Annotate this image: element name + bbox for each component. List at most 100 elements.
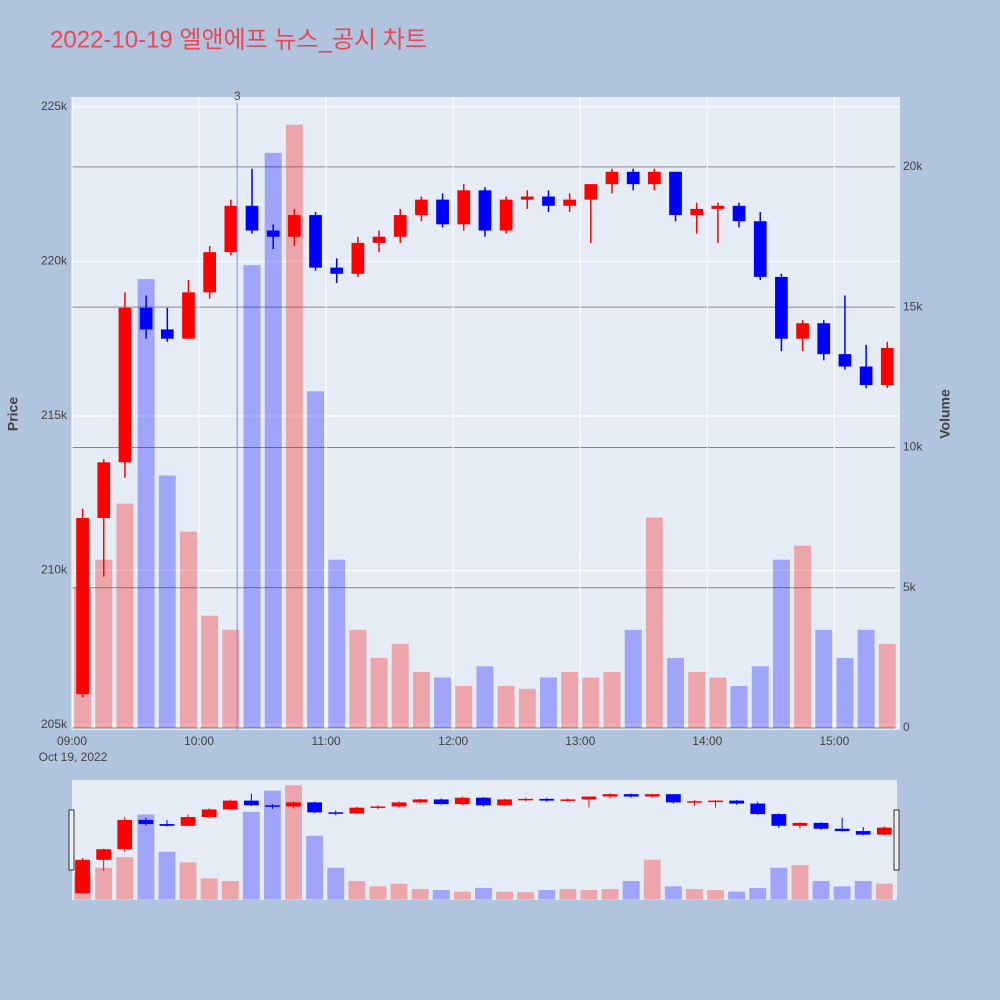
- volume-bar: [603, 671, 621, 729]
- volume-bar: [455, 685, 473, 729]
- volume-bar: [517, 892, 535, 900]
- candle-body: [370, 806, 386, 808]
- candle-body: [457, 190, 471, 225]
- volume-bar: [622, 881, 640, 900]
- volume-bar: [285, 124, 303, 729]
- y2-tick-label: 15k: [903, 299, 923, 313]
- volume-bar: [772, 559, 790, 729]
- candle-body: [838, 354, 852, 367]
- volume-bar: [328, 559, 346, 729]
- x-date-label: Oct 19, 2022: [39, 750, 108, 764]
- x-tick-label: 12:00: [438, 734, 468, 748]
- volume-bar: [453, 891, 471, 900]
- chart-title: 2022-10-19 엘앤에프 뉴스_공시 차트: [50, 26, 427, 53]
- y2-tick-label: 0: [903, 720, 910, 734]
- volume-bar: [137, 279, 155, 729]
- volume-bar: [749, 887, 767, 900]
- candle-body: [732, 205, 746, 222]
- candle-body: [117, 819, 133, 850]
- volume-bar: [95, 867, 113, 900]
- candle-body: [859, 366, 873, 386]
- candle-body: [626, 171, 640, 185]
- candle-body: [118, 307, 132, 463]
- candle-body: [330, 267, 344, 274]
- volume-bar: [95, 559, 113, 729]
- y2-tick-label: 10k: [903, 440, 923, 454]
- volume-bar: [242, 811, 260, 900]
- y-axis-title: Price: [5, 397, 21, 431]
- volume-bar: [688, 671, 706, 729]
- candle-body: [245, 205, 259, 231]
- volume-bar: [222, 629, 240, 729]
- volume-bar: [686, 888, 703, 900]
- candle-body: [309, 215, 322, 268]
- volume-bar: [370, 657, 388, 729]
- volume-bar: [518, 688, 536, 729]
- volume-bar: [624, 629, 642, 729]
- volume-bar: [815, 629, 833, 729]
- range-handle[interactable]: [68, 809, 75, 871]
- y2-tick-label: 20k: [903, 159, 923, 173]
- x-tick-label: 13:00: [565, 734, 595, 748]
- candle-body: [97, 462, 111, 518]
- candle-body: [349, 807, 365, 814]
- candle-body: [412, 799, 428, 803]
- volume-bar: [580, 890, 598, 900]
- volume-bar: [770, 867, 788, 900]
- volume-bar: [180, 531, 197, 729]
- volume-bar: [794, 545, 812, 729]
- volume-bar: [349, 629, 367, 729]
- x-tick-label: 14:00: [692, 734, 722, 748]
- candle-body: [499, 199, 513, 231]
- volume-bar: [179, 862, 197, 900]
- candle-body: [876, 827, 892, 835]
- candle-body: [796, 323, 809, 339]
- volume-bar: [201, 615, 219, 729]
- candle-body: [286, 802, 301, 807]
- candle-body: [602, 794, 618, 797]
- volume-bar: [158, 851, 176, 900]
- candle-body: [75, 859, 90, 894]
- candle-body: [750, 803, 766, 815]
- volume-bar: [476, 666, 494, 729]
- volume-bar: [497, 685, 515, 729]
- candle-body: [775, 276, 788, 339]
- candle-body: [476, 797, 491, 806]
- y-tick-label: 205k: [41, 717, 68, 731]
- volume-bar: [221, 881, 239, 900]
- volume-bar: [667, 657, 684, 729]
- volume-bar: [582, 677, 600, 729]
- y2-tick-label: 5k: [903, 580, 917, 594]
- volume-bar: [812, 881, 830, 900]
- candle-body: [497, 799, 512, 806]
- candle-body: [96, 849, 112, 860]
- candle-body: [224, 205, 238, 253]
- volume-bar: [158, 475, 176, 729]
- candle-body: [520, 196, 534, 200]
- candle-body: [518, 798, 534, 801]
- volume-bar: [833, 886, 851, 900]
- candle-body: [771, 814, 787, 826]
- volume-bar: [561, 671, 579, 729]
- candle-body: [433, 799, 449, 805]
- volume-bar: [475, 887, 492, 900]
- candle-body: [539, 798, 555, 801]
- candle-body: [372, 236, 386, 243]
- volume-bar: [411, 888, 429, 900]
- volume-bar: [369, 886, 387, 900]
- volume-bar: [264, 790, 281, 900]
- candle-body: [690, 208, 704, 216]
- candle-body: [644, 794, 660, 797]
- volume-bar: [730, 685, 748, 729]
- range-handle[interactable]: [893, 809, 900, 871]
- volume-bar: [751, 666, 769, 729]
- volume-bar: [243, 265, 261, 729]
- candle-body: [729, 800, 745, 804]
- candle-body: [307, 802, 323, 813]
- x-tick-label: 15:00: [819, 734, 849, 748]
- volume-bar: [264, 152, 282, 729]
- candle-body: [605, 171, 619, 185]
- candle-body: [623, 794, 639, 797]
- candle-body: [160, 329, 174, 339]
- candle-body: [542, 196, 555, 206]
